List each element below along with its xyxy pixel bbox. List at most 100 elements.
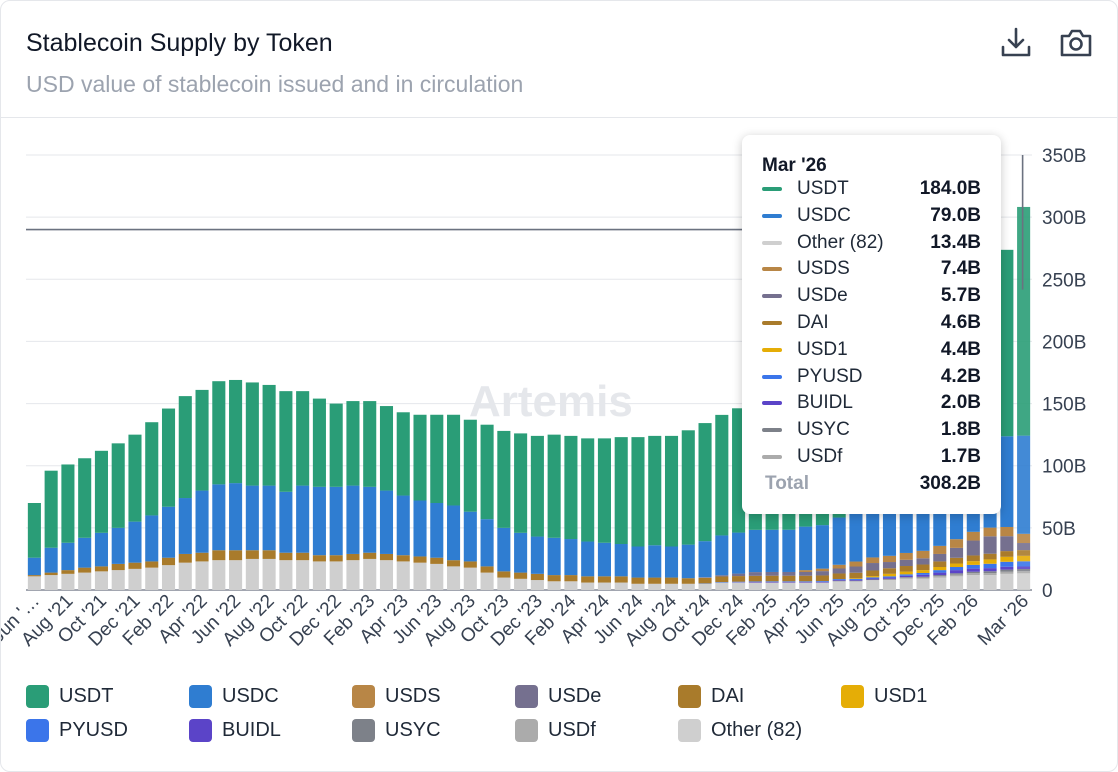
bar-segment: [899, 575, 913, 578]
y-tick-label: 100B: [1042, 457, 1086, 478]
bar-stack[interactable]: [61, 464, 75, 590]
legend-swatch: [26, 719, 49, 742]
bar-stack[interactable]: [346, 401, 360, 590]
bar-stack[interactable]: [128, 434, 142, 590]
bar-segment: [229, 550, 243, 561]
bar-segment: [363, 486, 377, 553]
bar-segment: [916, 577, 930, 579]
bar-segment: [849, 566, 863, 573]
bar-segment: [430, 563, 444, 590]
screenshot-button[interactable]: [1058, 25, 1094, 61]
bar-stack[interactable]: [497, 430, 511, 590]
bar-segment: [1017, 573, 1031, 590]
bar-segment: [765, 581, 779, 582]
bar-stack[interactable]: [363, 401, 377, 590]
bar-segment: [212, 381, 226, 485]
bar-segment: [832, 564, 846, 569]
bar-segment: [614, 582, 628, 590]
legend-swatch: [189, 719, 212, 742]
bar-stack[interactable]: [614, 437, 628, 590]
bar-stack[interactable]: [631, 437, 645, 590]
legend-item[interactable]: USDf: [515, 719, 596, 742]
legend-item[interactable]: BUIDL: [189, 719, 281, 742]
bar-stack[interactable]: [212, 381, 226, 590]
bar-stack[interactable]: [396, 412, 410, 590]
bar-stack[interactable]: [262, 384, 276, 590]
bar-segment: [128, 562, 142, 569]
bar-stack[interactable]: [245, 382, 259, 590]
bar-segment: [732, 576, 746, 582]
bar-stack[interactable]: [78, 458, 92, 590]
bar-segment: [916, 578, 930, 590]
bar-stack[interactable]: [547, 434, 561, 590]
bar-stack[interactable]: [648, 435, 662, 590]
bar-stack[interactable]: [664, 435, 679, 590]
bar-stack[interactable]: [530, 435, 544, 590]
bar-stack[interactable]: [698, 423, 712, 590]
bar-stack[interactable]: [430, 414, 444, 590]
bar-stack[interactable]: [279, 391, 293, 590]
legend-item[interactable]: Other (82): [678, 719, 802, 742]
bar-stack[interactable]: [564, 435, 578, 590]
bar-stack[interactable]: [312, 398, 326, 590]
legend-item[interactable]: USDe: [515, 685, 601, 708]
bar-segment: [78, 572, 92, 590]
tooltip-series-name: USYC: [797, 419, 850, 441]
bar-segment: [765, 575, 779, 582]
bar-stack[interactable]: [145, 422, 159, 590]
bar-segment: [765, 571, 779, 576]
bar-segment: [950, 576, 964, 590]
legend-item[interactable]: USD1: [841, 685, 927, 708]
legend-item[interactable]: USYC: [352, 719, 441, 742]
bar-stack[interactable]: [681, 430, 695, 590]
bar-stack[interactable]: [44, 470, 58, 590]
bar-segment: [950, 573, 964, 575]
tooltip-series-value: 7.4B: [940, 258, 981, 280]
bar-stack[interactable]: [178, 396, 192, 590]
bar-segment: [882, 555, 897, 563]
bar-segment: [916, 550, 930, 559]
bar-segment: [748, 572, 762, 576]
bar-segment: [262, 558, 276, 590]
watermark-text: Artemis: [469, 377, 633, 426]
bar-segment: [1000, 551, 1014, 557]
legend-item[interactable]: USDS: [352, 685, 441, 708]
bar-stack[interactable]: [447, 414, 461, 590]
bar-stack[interactable]: [480, 424, 494, 590]
x-tick-label: Mar '26: [974, 591, 1033, 650]
bar-stack[interactable]: [27, 503, 41, 590]
bar-segment: [564, 539, 578, 576]
tooltip-date: Mar '26: [762, 155, 827, 176]
bar-segment: [648, 545, 662, 578]
bar-stack[interactable]: [581, 438, 595, 590]
download-button[interactable]: [998, 25, 1034, 61]
bar-stack[interactable]: [732, 408, 746, 590]
bar-segment: [161, 565, 176, 590]
bar-stack[interactable]: [413, 414, 427, 590]
bar-segment: [312, 561, 326, 590]
bar-stack[interactable]: [597, 438, 611, 590]
legend-item[interactable]: USDT: [26, 685, 113, 708]
bar-stack[interactable]: [1000, 249, 1014, 590]
bar-stack[interactable]: [111, 443, 125, 590]
bar-stack[interactable]: [329, 403, 343, 590]
bar-stack[interactable]: [229, 379, 243, 590]
bar-segment: [78, 458, 92, 538]
bar-segment: [514, 572, 528, 579]
bar-stack[interactable]: [463, 419, 477, 590]
bar-stack[interactable]: [379, 406, 394, 590]
legend-item[interactable]: USDC: [189, 685, 279, 708]
bar-stack[interactable]: [161, 408, 176, 590]
legend-item[interactable]: DAI: [678, 685, 744, 708]
bar-stack[interactable]: [715, 414, 729, 590]
legend-item[interactable]: PYUSD: [26, 719, 128, 742]
bar-stack[interactable]: [514, 433, 528, 590]
bar-stack[interactable]: [1017, 206, 1031, 590]
bar-segment: [715, 535, 729, 576]
bar-segment: [631, 546, 645, 578]
bar-segment: [1000, 561, 1014, 567]
bar-segment: [849, 581, 863, 590]
bar-stack[interactable]: [94, 450, 108, 590]
bar-stack[interactable]: [296, 391, 310, 590]
bar-stack[interactable]: [195, 389, 209, 590]
